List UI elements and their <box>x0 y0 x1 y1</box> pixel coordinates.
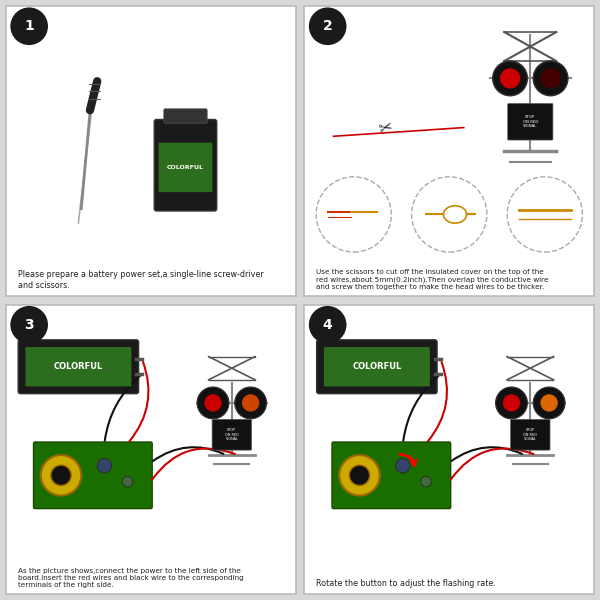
Text: 4: 4 <box>323 318 332 332</box>
Text: 2: 2 <box>323 19 332 33</box>
Circle shape <box>500 68 520 89</box>
Circle shape <box>533 61 568 96</box>
Circle shape <box>10 306 48 344</box>
Text: ✂: ✂ <box>377 117 395 138</box>
FancyBboxPatch shape <box>324 347 430 386</box>
FancyBboxPatch shape <box>511 419 550 450</box>
Circle shape <box>122 476 133 487</box>
FancyBboxPatch shape <box>164 109 207 123</box>
Circle shape <box>496 387 527 419</box>
Circle shape <box>242 394 259 412</box>
Circle shape <box>41 455 81 496</box>
Circle shape <box>533 387 565 419</box>
Circle shape <box>51 465 71 485</box>
Circle shape <box>309 306 346 344</box>
Text: As the picture shows,connect the power to the left side of the
board.Insert the : As the picture shows,connect the power t… <box>17 568 244 588</box>
Text: 1: 1 <box>24 19 34 33</box>
Circle shape <box>541 68 561 89</box>
Text: Rotate the button to adjust the flashing rate.: Rotate the button to adjust the flashing… <box>316 579 496 588</box>
Circle shape <box>339 455 380 496</box>
Text: 3: 3 <box>25 318 34 332</box>
FancyBboxPatch shape <box>212 419 251 450</box>
FancyBboxPatch shape <box>332 442 451 509</box>
Text: Use the scissors to cut off the insulated cover on the top of the
red wires,abou: Use the scissors to cut off the insulate… <box>316 269 548 290</box>
Text: COLORFUL: COLORFUL <box>54 362 103 371</box>
Text: COLORFUL: COLORFUL <box>352 362 401 371</box>
Circle shape <box>97 458 112 473</box>
Circle shape <box>309 7 346 45</box>
Text: STOP
ON RED
SIGNAL: STOP ON RED SIGNAL <box>523 115 538 128</box>
Circle shape <box>10 7 48 45</box>
Circle shape <box>197 387 229 419</box>
Text: COLORFUL: COLORFUL <box>167 165 204 170</box>
Circle shape <box>493 61 527 96</box>
Text: Please prepare a battery power set,a single-line screw-driver
and scissors.: Please prepare a battery power set,a sin… <box>17 271 263 290</box>
FancyBboxPatch shape <box>18 340 139 394</box>
Circle shape <box>541 394 558 412</box>
FancyBboxPatch shape <box>158 143 212 192</box>
FancyBboxPatch shape <box>154 119 217 211</box>
FancyBboxPatch shape <box>317 340 437 394</box>
Circle shape <box>503 394 520 412</box>
FancyBboxPatch shape <box>25 347 131 386</box>
Circle shape <box>235 387 266 419</box>
Text: STOP
ON RED
SIGNAL: STOP ON RED SIGNAL <box>523 428 538 442</box>
Circle shape <box>395 458 410 473</box>
Text: STOP
ON RED
SIGNAL: STOP ON RED SIGNAL <box>225 428 239 442</box>
Circle shape <box>349 465 370 485</box>
FancyBboxPatch shape <box>34 442 152 509</box>
Circle shape <box>205 394 221 412</box>
FancyBboxPatch shape <box>508 104 553 140</box>
Circle shape <box>421 476 431 487</box>
